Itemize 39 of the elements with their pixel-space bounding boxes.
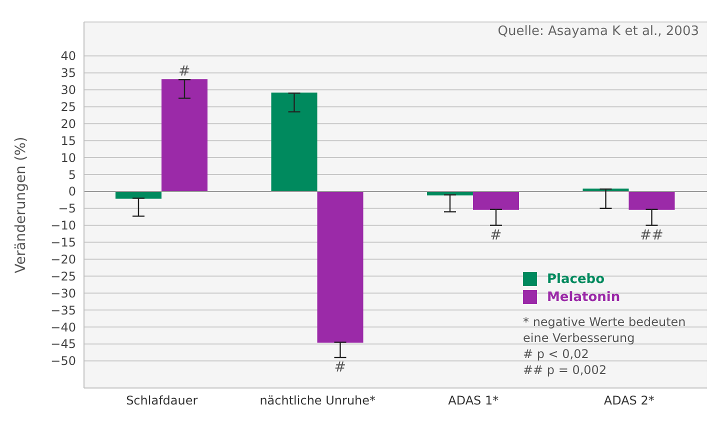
x-tick-label: ADAS 1*	[448, 394, 499, 408]
x-tick-label: Schlafdauer	[126, 394, 198, 408]
y-tick-label: 35	[60, 66, 76, 80]
y-tick-label: −15	[50, 236, 76, 250]
y-tick-label: −30	[50, 286, 76, 300]
annotation: # p < 0,02	[523, 346, 590, 362]
y-tick-label: 0	[68, 184, 76, 199]
legend-label: Melatonin	[547, 290, 620, 304]
y-tick-label: −50	[50, 354, 76, 368]
y-tick-label: −10	[50, 218, 76, 233]
y-tick-label: −45	[50, 337, 76, 352]
annotation: ##	[640, 227, 664, 244]
bar	[628, 190, 675, 210]
bar	[271, 92, 318, 192]
annotation: ## p = 0,002	[523, 362, 608, 378]
y-tick-label: 5	[68, 168, 76, 182]
y-tick-label: −20	[50, 252, 76, 266]
y-axis-title: Veränderungen (%)	[12, 136, 29, 274]
y-tick-label: 15	[60, 134, 76, 148]
x-tick-label: nächtliche Unruhe*	[260, 394, 376, 408]
y-tick-label: −25	[50, 269, 76, 284]
x-tick-label: ADAS 2*	[604, 394, 654, 408]
annotation: #	[490, 227, 502, 244]
annotation: * negative Werte bedeuten eine Verbesserung	[523, 314, 687, 346]
annotation: #	[178, 64, 190, 80]
annotation: Quelle: Asayama K et al., 2003	[498, 24, 699, 39]
y-tick-label: 10	[60, 150, 76, 165]
y-tick-label: 40	[60, 49, 76, 64]
y-tick-label: −35	[50, 303, 76, 318]
y-tick-label: 20	[60, 116, 76, 131]
bar	[162, 79, 208, 192]
y-tick-label: −40	[50, 320, 76, 334]
y-tick-label: −5	[58, 202, 76, 216]
bar	[317, 190, 364, 343]
annotation: #	[334, 359, 346, 376]
y-tick-label: 30	[60, 83, 76, 98]
bar	[473, 190, 519, 210]
legend-label: Placebo	[547, 272, 605, 286]
y-tick-label: 25	[60, 100, 76, 114]
